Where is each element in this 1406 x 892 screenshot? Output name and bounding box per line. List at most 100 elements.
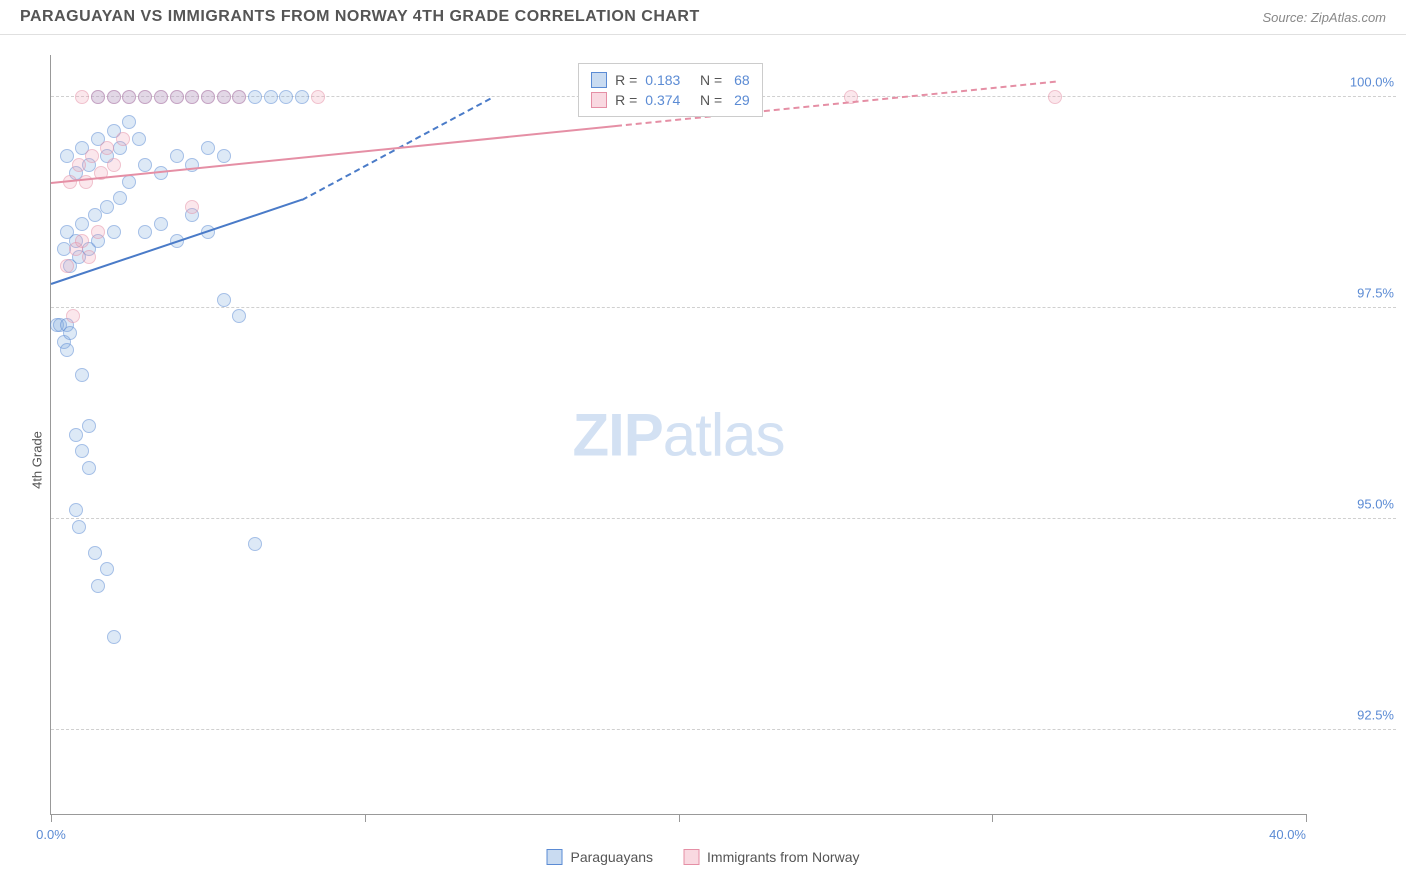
scatter-point-pink [138, 90, 152, 104]
scatter-point-blue [138, 158, 152, 172]
chart-container: 4th Grade ZIPatlas 92.5%95.0%97.5%100.0%… [0, 35, 1406, 885]
scatter-point-blue [248, 90, 262, 104]
y-axis-label: 4th Grade [29, 431, 44, 489]
scatter-point-blue [248, 537, 262, 551]
scatter-point-pink [107, 158, 121, 172]
chart-title: PARAGUAYAN VS IMMIGRANTS FROM NORWAY 4TH… [20, 8, 700, 26]
legend-row: R = 0.374 N = 29 [591, 90, 750, 110]
legend-r-value: 0.374 [645, 92, 680, 108]
scatter-point-pink [1048, 90, 1062, 104]
scatter-point-pink [232, 90, 246, 104]
scatter-point-pink [82, 250, 96, 264]
scatter-point-blue [60, 149, 74, 163]
scatter-point-blue [75, 444, 89, 458]
x-tick [1306, 814, 1307, 822]
scatter-point-pink [217, 90, 231, 104]
legend-swatch-pink [591, 92, 607, 108]
scatter-point-blue [100, 200, 114, 214]
chart-source: Source: ZipAtlas.com [1262, 10, 1386, 25]
grid-line-h [51, 307, 1396, 308]
scatter-point-blue [60, 343, 74, 357]
scatter-point-blue [107, 630, 121, 644]
legend-item-paraguayans: Paraguayans [547, 849, 654, 865]
legend-swatch-blue [547, 849, 563, 865]
watermark-light: atlas [663, 401, 785, 468]
grid-line-h [51, 518, 1396, 519]
scatter-point-pink [107, 90, 121, 104]
scatter-point-blue [138, 225, 152, 239]
scatter-point-blue [69, 503, 83, 517]
legend-label-norway: Immigrants from Norway [707, 849, 859, 865]
scatter-point-blue [113, 191, 127, 205]
scatter-point-blue [217, 149, 231, 163]
scatter-point-blue [279, 90, 293, 104]
legend-row: R = 0.183 N = 68 [591, 70, 750, 90]
legend-r-prefix: R = [615, 72, 637, 88]
scatter-point-pink [79, 175, 93, 189]
scatter-point-blue [82, 419, 96, 433]
legend-r-prefix: R = [615, 92, 637, 108]
scatter-point-pink [201, 90, 215, 104]
scatter-point-blue [107, 225, 121, 239]
legend-swatch-blue [591, 72, 607, 88]
scatter-point-pink [154, 90, 168, 104]
scatter-point-pink [75, 234, 89, 248]
scatter-point-pink [311, 90, 325, 104]
y-tick-label: 97.5% [1314, 286, 1394, 301]
scatter-point-pink [66, 309, 80, 323]
scatter-point-blue [63, 326, 77, 340]
scatter-point-blue [201, 141, 215, 155]
legend-r-value: 0.183 [645, 72, 680, 88]
x-tick-label: 40.0% [1269, 827, 1306, 842]
scatter-point-pink [60, 259, 74, 273]
legend-n-prefix: N = [688, 72, 726, 88]
x-tick [992, 814, 993, 822]
legend-swatch-pink [683, 849, 699, 865]
scatter-point-blue [75, 368, 89, 382]
watermark-bold: ZIP [572, 401, 662, 468]
y-tick-label: 100.0% [1314, 75, 1394, 90]
scatter-point-blue [295, 90, 309, 104]
chart-header: PARAGUAYAN VS IMMIGRANTS FROM NORWAY 4TH… [0, 0, 1406, 35]
scatter-point-blue [91, 579, 105, 593]
scatter-point-pink [91, 90, 105, 104]
scatter-point-blue [232, 309, 246, 323]
scatter-point-pink [100, 141, 114, 155]
y-tick-label: 92.5% [1314, 707, 1394, 722]
scatter-point-blue [154, 217, 168, 231]
scatter-point-pink [72, 158, 86, 172]
watermark: ZIPatlas [572, 400, 784, 469]
scatter-point-blue [69, 428, 83, 442]
scatter-point-blue [264, 90, 278, 104]
legend-n-prefix: N = [688, 92, 726, 108]
correlation-legend-box: R = 0.183 N = 68R = 0.374 N = 29 [578, 63, 763, 117]
scatter-point-blue [88, 546, 102, 560]
scatter-point-blue [88, 208, 102, 222]
scatter-point-pink [75, 90, 89, 104]
x-tick [365, 814, 366, 822]
legend-label-paraguayans: Paraguayans [571, 849, 654, 865]
scatter-point-blue [217, 293, 231, 307]
scatter-point-blue [122, 115, 136, 129]
x-tick-label: 0.0% [36, 827, 66, 842]
scatter-point-blue [75, 217, 89, 231]
scatter-point-blue [132, 132, 146, 146]
scatter-point-pink [85, 149, 99, 163]
legend-n-value: 68 [734, 72, 750, 88]
scatter-point-pink [122, 90, 136, 104]
x-tick [679, 814, 680, 822]
grid-line-h [51, 729, 1396, 730]
bottom-legend: Paraguayans Immigrants from Norway [547, 849, 860, 865]
y-tick-label: 95.0% [1314, 496, 1394, 511]
x-tick [51, 814, 52, 822]
scatter-point-pink [185, 200, 199, 214]
legend-n-value: 29 [734, 92, 750, 108]
legend-item-norway: Immigrants from Norway [683, 849, 859, 865]
scatter-point-pink [185, 90, 199, 104]
scatter-point-blue [82, 461, 96, 475]
scatter-point-blue [170, 149, 184, 163]
scatter-point-blue [100, 562, 114, 576]
scatter-point-blue [122, 175, 136, 189]
plot-area: ZIPatlas 92.5%95.0%97.5%100.0%0.0%40.0%R… [50, 55, 1306, 815]
scatter-point-pink [116, 132, 130, 146]
